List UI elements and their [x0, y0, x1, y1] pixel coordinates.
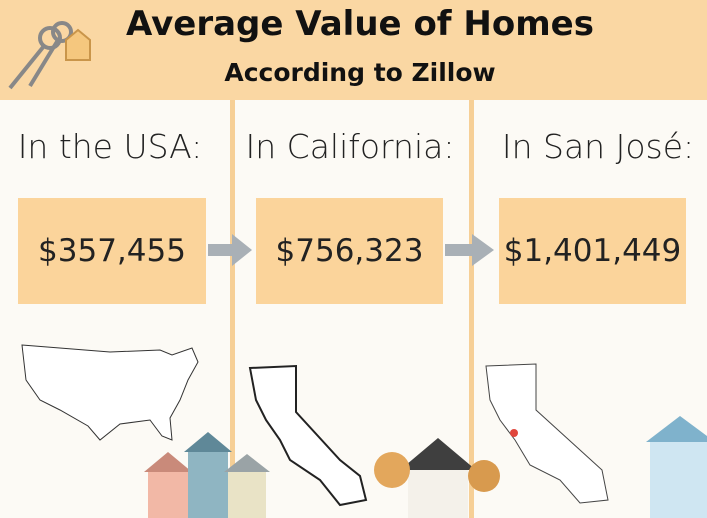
- header-band: [0, 0, 707, 100]
- san-jose-marker: [510, 429, 518, 437]
- column-heading: In San José:: [501, 127, 695, 166]
- column-heading: In California:: [245, 127, 455, 166]
- value-box: $756,323: [256, 198, 443, 304]
- value-box: $357,455: [18, 198, 206, 304]
- divider: [230, 100, 235, 518]
- divider: [469, 100, 474, 518]
- subtitle: According to Zillow: [224, 58, 496, 87]
- arrow: [208, 234, 494, 266]
- houses-illustration: [144, 416, 707, 518]
- value-box: $1,401,449: [499, 198, 686, 304]
- california-county-map: [485, 363, 609, 504]
- title: Average Value of Homes: [126, 4, 594, 44]
- keys-icon: [8, 21, 91, 90]
- column-heading: In the USA:: [17, 127, 203, 166]
- usa-map: [21, 344, 199, 441]
- california-map: [248, 364, 368, 507]
